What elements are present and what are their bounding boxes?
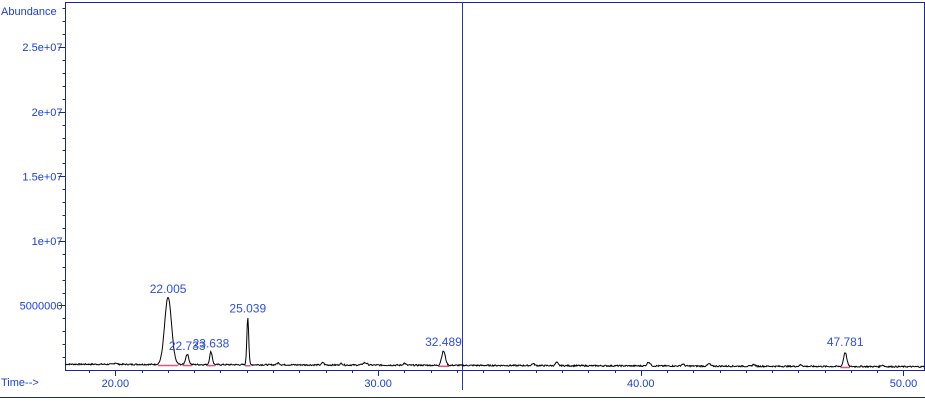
peak-label: 22.005 (150, 282, 187, 296)
y-tick-label: 5000000 (20, 300, 63, 312)
y-axis-title: Abundance (1, 6, 57, 18)
peak-baseline-marks (157, 364, 850, 369)
x-axis-ticks: 20.00 30.00 40.00 50.00 (89, 370, 918, 390)
y-tick-label: 1e+07 (32, 236, 63, 248)
peak-label: 32.489 (425, 335, 462, 349)
plot-frame (65, 2, 925, 371)
x-tick-label: 40.00 (627, 378, 655, 390)
x-axis-title: Time--> (1, 377, 39, 389)
peak-label: 23.638 (193, 336, 230, 350)
x-tick-label: 20.00 (102, 378, 130, 390)
y-tick-label: 1.5e+07 (22, 171, 62, 183)
peak-label: 47.781 (827, 335, 864, 349)
peak-label: 25.039 (229, 301, 266, 315)
y-axis-ticks: 5000000 1e+07 1.5e+07 2e+07 2.5e+07 (20, 8, 66, 358)
peak-label: 22.733 (169, 339, 206, 353)
y-tick-label: 2e+07 (32, 107, 63, 119)
x-tick-label: 30.00 (364, 378, 392, 390)
series-trace (65, 296, 925, 369)
y-tick-label: 2.5e+07 (22, 42, 62, 54)
x-tick-label: 50.00 (890, 378, 918, 390)
